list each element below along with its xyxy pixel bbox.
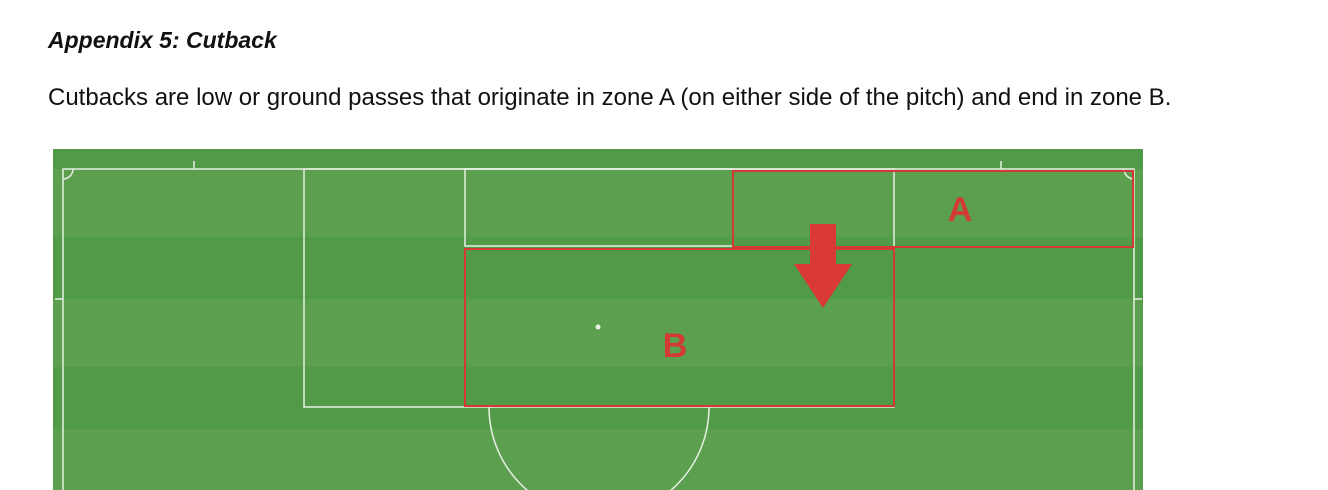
grass-stripe: [53, 429, 1143, 490]
zone-a-label: A: [948, 191, 973, 229]
description-text: Cutbacks are low or ground passes that o…: [48, 84, 1172, 111]
grass-stripe: [53, 299, 1143, 367]
pitch-svg: A B: [53, 149, 1143, 490]
grass-stripes: [53, 149, 1143, 490]
corner-arc: [62, 168, 74, 180]
zone-a-outline: [732, 170, 1134, 248]
penalty-arc: [488, 406, 710, 490]
pass-direction-arrow: [794, 224, 852, 308]
section-heading: Appendix 5: Cutback: [48, 27, 277, 53]
zone-b-label: B: [663, 327, 688, 365]
penalty-spot: [595, 324, 601, 330]
zone-b-outline: [464, 248, 895, 407]
pitch-diagram: A B: [53, 149, 1143, 490]
grass-stripe: [53, 169, 1143, 237]
